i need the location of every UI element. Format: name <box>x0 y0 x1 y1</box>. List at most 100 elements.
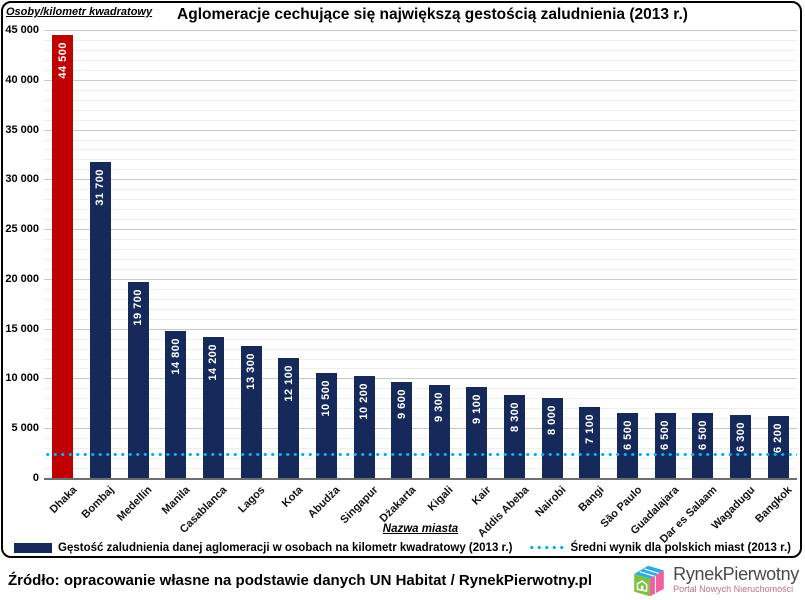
y-tick-label: 0 <box>32 472 39 484</box>
legend-item-average: Średni wynik dla polskich miast (2013 r.… <box>527 541 792 554</box>
y-tick-label: 10 000 <box>5 372 39 385</box>
bar-Addis Abeba: 8 300 <box>504 395 526 478</box>
gridline <box>44 169 797 171</box>
gridline <box>44 438 797 440</box>
y-tick-label: 30 000 <box>5 173 39 186</box>
bar-value-label: 44 500 <box>56 41 69 79</box>
bar-Kota: 12 100 <box>278 357 300 478</box>
bar-Kigali: 9 300 <box>428 385 450 478</box>
y-tick-label: 45 000 <box>5 24 39 36</box>
y-tick-label: 35 000 <box>5 123 39 136</box>
gridline <box>44 328 797 330</box>
footer: Źródło: opracowanie własne na podstawie … <box>0 560 805 600</box>
bar-value-label: 7 100 <box>583 414 596 445</box>
bar-Bangkok: 6 200 <box>767 416 789 478</box>
gridline <box>44 268 797 270</box>
gridline <box>44 229 797 231</box>
bar-value-label: 10 500 <box>320 380 333 418</box>
bar-value-label: 8 300 <box>508 402 521 433</box>
bar-value-label: 14 800 <box>169 337 182 375</box>
gridline <box>44 30 797 31</box>
bar-Bombaj: 31 700 <box>89 162 111 478</box>
bar-Singapur: 10 200 <box>353 376 375 478</box>
bar-series-swatch <box>14 542 52 553</box>
bar-Kair: 9 100 <box>466 387 488 478</box>
bar-value-label: 8 000 <box>546 405 559 436</box>
gridline <box>44 368 797 370</box>
gridline <box>44 249 797 251</box>
gridline <box>44 418 797 420</box>
bar-value-label: 19 700 <box>132 288 145 326</box>
bar-value-label: 13 300 <box>245 352 258 390</box>
bar-value-label: 10 200 <box>358 383 371 421</box>
gridline <box>44 468 797 470</box>
average-line <box>44 452 797 458</box>
chart-legend: Gęstość zaludnienia danej aglomeracji w … <box>14 539 791 556</box>
gridline <box>44 398 797 400</box>
gridline <box>44 219 797 221</box>
legend-label-density: Gęstość zaludnienia danej aglomeracji w … <box>58 541 513 554</box>
chart-title: Aglomeracje cechujące się największą ges… <box>177 6 688 23</box>
gridline <box>44 458 797 460</box>
gridline <box>44 428 797 430</box>
bar-Dar es Salaam: 6 500 <box>692 413 714 478</box>
bar-Wagadugu: 6 300 <box>730 415 752 478</box>
y-axis-unit-label: Osoby/kilometr kwadratowy <box>6 6 153 18</box>
bar-Guadalajara: 6 500 <box>654 413 676 478</box>
bar-São Paulo: 6 500 <box>617 413 639 478</box>
bar-value-label: 6 300 <box>734 422 747 453</box>
bar-Manila: 14 800 <box>165 330 187 478</box>
gridline <box>44 258 797 260</box>
bar-value-label: 6 500 <box>696 420 709 451</box>
gridline <box>44 239 797 241</box>
gridline <box>44 448 797 450</box>
gridline <box>44 318 797 320</box>
bar-Casablanca: 14 200 <box>202 336 224 478</box>
legend-label-average: Średni wynik dla polskich miast (2013 r.… <box>570 541 792 554</box>
bar-value-label: 6 500 <box>621 420 634 451</box>
y-tick-label: 5 000 <box>11 422 39 435</box>
gridline <box>44 278 797 280</box>
logo-tagline: Portal Nowych Nieruchomości <box>673 584 794 595</box>
legend-item-density: Gęstość zaludnienia danej aglomeracji w … <box>14 542 512 554</box>
plot-area: 44 500 Dhaka 31 700 Bombaj 19 700 Medellín 14 … <box>44 30 797 546</box>
gridline <box>44 139 797 141</box>
bar-value-label: 9 300 <box>433 392 446 423</box>
gridline <box>44 378 797 380</box>
logo-name: RynekPierwotny <box>673 564 799 585</box>
logo-text: RynekPierwotny Portal Nowych Nieruchomoś… <box>673 565 799 594</box>
gridline <box>44 49 797 51</box>
house-cube-icon <box>634 565 664 596</box>
gridline <box>44 99 797 101</box>
bar-Abudża: 10 500 <box>315 373 337 478</box>
rynekpierwotny-logo: RynekPierwotny Portal Nowych Nieruchomoś… <box>630 562 799 599</box>
bar-Dżakarta: 9 600 <box>391 382 413 478</box>
gridline <box>44 149 797 151</box>
y-tick-label: 40 000 <box>5 73 39 86</box>
gridline <box>44 408 797 410</box>
source-text: Źródło: opracowanie własne na podstawie … <box>8 571 592 589</box>
gridline <box>44 358 797 360</box>
y-tick-label: 20 000 <box>5 272 39 285</box>
bar-Medellín: 19 700 <box>127 281 149 478</box>
bar-Nairobi: 8 000 <box>541 398 563 478</box>
bar-Lagos: 13 300 <box>240 345 262 478</box>
bar-value-label: 9 600 <box>395 389 408 420</box>
gridline <box>44 189 797 191</box>
x-axis-title: Nazwa miasta <box>382 523 459 535</box>
bar-value-label: 31 700 <box>94 169 107 207</box>
y-tick-label: 15 000 <box>5 322 39 335</box>
bar-Dhaka: 44 500 <box>52 34 74 478</box>
dotted-line-swatch <box>527 545 565 550</box>
gridline <box>44 159 797 161</box>
bar-Bangi: 7 100 <box>579 407 601 478</box>
gridline <box>44 119 797 121</box>
gridline <box>44 199 797 201</box>
gridline <box>44 388 797 390</box>
bar-value-label: 12 100 <box>282 364 295 402</box>
gridline <box>44 288 797 290</box>
gridline <box>44 308 797 310</box>
gridline <box>44 69 797 71</box>
gridline <box>44 298 797 300</box>
